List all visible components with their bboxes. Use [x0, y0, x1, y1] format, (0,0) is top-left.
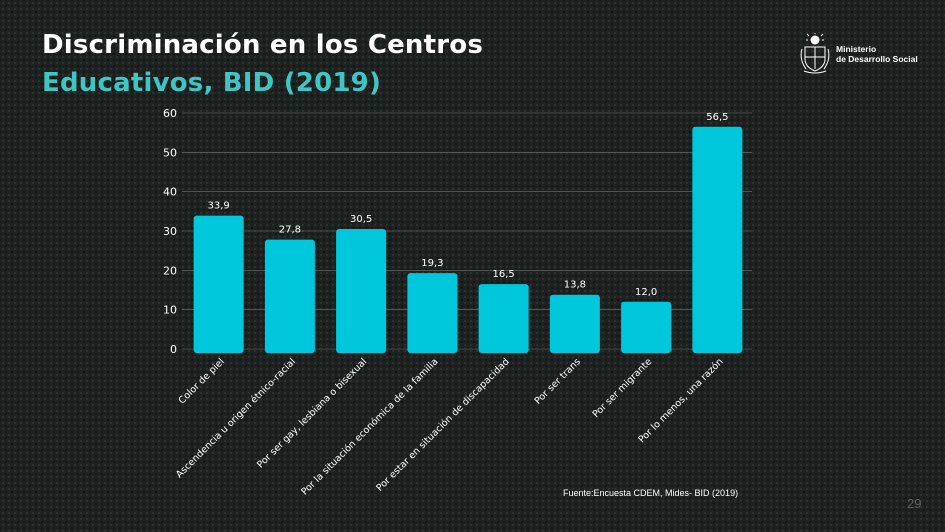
y-tick-label: 60: [163, 107, 177, 120]
x-tick-label: Por estar en situación de discapacidad: [374, 356, 511, 493]
x-tick-label: Por ser migrante: [591, 356, 655, 420]
ministry-logo: Ministerio de Desarrollo Social: [798, 33, 918, 75]
bar: [692, 126, 743, 354]
logo-line-2: de Desarrollo Social: [836, 54, 918, 64]
x-tick-label: Por la situación económica de la familia: [299, 356, 440, 497]
y-tick-label: 50: [163, 146, 177, 159]
bar: [264, 239, 315, 353]
coat-of-arms-icon: [800, 33, 830, 74]
x-tick-label: Por ser trans: [533, 356, 583, 406]
data-label: 16,5: [492, 269, 514, 280]
data-label: 33,9: [207, 201, 229, 212]
y-tick-label: 30: [163, 225, 177, 238]
data-label: 27,8: [279, 225, 301, 236]
data-label: 12,0: [635, 287, 657, 298]
x-tick-label: Color de piel: [177, 356, 227, 406]
data-label: 30,5: [350, 214, 372, 225]
bar: [621, 301, 672, 353]
y-tick-label: 40: [163, 186, 177, 199]
source-note: Fuente:Encuesta CDEM, Mides- BID (2019): [563, 488, 739, 498]
data-label: 19,3: [421, 258, 443, 269]
page-number: 29: [907, 496, 922, 511]
bar: [336, 229, 387, 353]
bar: [549, 294, 600, 353]
y-tick-label: 20: [163, 264, 177, 277]
data-label: 13,8: [564, 280, 586, 291]
data-label: 56,5: [706, 112, 728, 123]
bar: [193, 215, 244, 353]
bar: [407, 273, 458, 353]
bar: [478, 284, 529, 353]
slide-title-line-1: Discriminación en los Centros: [42, 30, 484, 60]
logo-line-1: Ministerio: [836, 44, 877, 54]
x-tick-label: Por lo menos, una razón: [636, 356, 725, 445]
slide-title-line-2: Educativos, BID (2019): [42, 68, 382, 98]
y-tick-label: 0: [170, 343, 177, 356]
x-tick-label: Ascendencia u origen étnico-racial: [174, 356, 298, 480]
y-tick-label: 10: [163, 304, 177, 317]
